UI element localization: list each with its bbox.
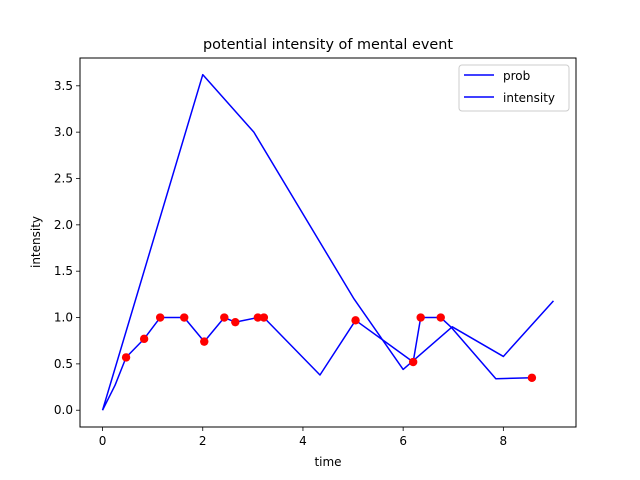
plot-frame bbox=[79, 57, 577, 428]
data-point-marker bbox=[155, 313, 165, 322]
legend: prob intensity bbox=[458, 64, 570, 112]
y-tick-label: 0.0 bbox=[54, 403, 73, 417]
y-tick-label: 0.5 bbox=[54, 357, 73, 371]
data-point-marker bbox=[436, 313, 445, 322]
x-tick-label: 8 bbox=[500, 434, 508, 448]
data-point-marker bbox=[220, 313, 229, 322]
data-point-marker bbox=[259, 313, 269, 322]
series-line-prob bbox=[101, 73, 555, 411]
data-point-marker bbox=[416, 313, 425, 322]
y-axis-label: intensity bbox=[29, 216, 43, 268]
y-axis: 0.0 0.5 1.0 1.5 2.0 2.5 3.0 3.5 bbox=[54, 79, 80, 417]
x-axis: 0 2 4 6 8 bbox=[99, 427, 507, 448]
y-tick-label: 2.0 bbox=[54, 218, 73, 232]
y-tick-label: 2.5 bbox=[54, 171, 73, 185]
x-tick-label: 2 bbox=[199, 434, 207, 448]
x-axis-label: time bbox=[314, 455, 341, 469]
chart-title: potential intensity of mental event bbox=[203, 37, 453, 53]
data-point-marker bbox=[180, 313, 189, 322]
legend-box bbox=[458, 64, 570, 112]
x-tick-label: 6 bbox=[399, 434, 407, 448]
data-point-marker bbox=[231, 317, 240, 327]
data-point-marker bbox=[253, 313, 263, 322]
x-tick-label: 0 bbox=[99, 434, 107, 448]
y-tick-label: 1.0 bbox=[54, 311, 73, 325]
data-point-marker bbox=[200, 337, 209, 346]
y-tick-label: 3.5 bbox=[54, 79, 73, 93]
x-tick-label: 4 bbox=[299, 434, 307, 448]
data-point-marker bbox=[408, 357, 418, 367]
y-tick-label: 1.5 bbox=[54, 264, 73, 278]
legend-label-intensity: intensity bbox=[503, 91, 555, 105]
data-point-marker bbox=[121, 353, 131, 362]
plot-area bbox=[101, 73, 555, 411]
data-point-marker bbox=[351, 316, 360, 325]
data-point-marker bbox=[139, 334, 149, 344]
data-point-marker bbox=[527, 373, 537, 382]
y-tick-label: 3.0 bbox=[54, 125, 73, 139]
legend-label-prob: prob bbox=[503, 69, 530, 83]
